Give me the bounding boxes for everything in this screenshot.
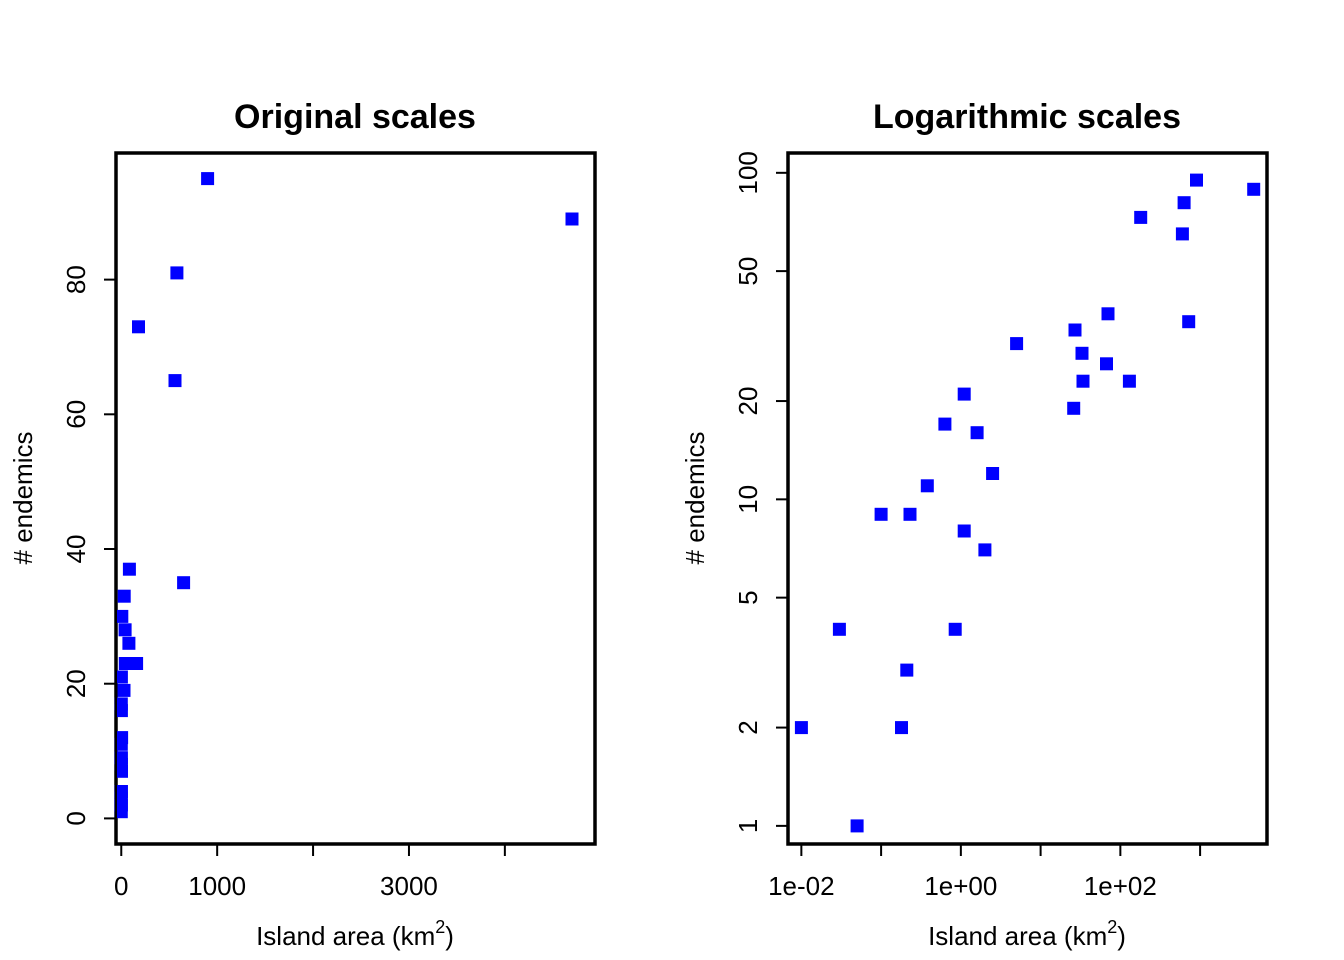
y-axis-title-logarithmic: # endemics [680,432,710,565]
point-original-10 [114,670,128,684]
point-original-24 [168,374,182,388]
point-logarithmic-16 [1068,323,1082,337]
panel-logarithmic: Logarithmic scales 1e-02 1e+00 1e+02 1 2 5 10… [680,98,1269,951]
point-logarithmic-4 [895,721,908,735]
panel-title-original: Original scales [234,98,476,136]
point-original-15 [115,609,129,623]
y-tick-label-original-1: 20 [61,669,91,698]
point-original-27 [201,172,215,186]
x-axis-original: 0 1000 3000 [114,843,506,901]
point-original-25 [170,266,184,280]
x-tick-label-logarithmic-0: 1e-02 [768,871,835,901]
point-original-18 [118,623,132,637]
point-logarithmic-11 [957,524,971,538]
point-logarithmic-17 [1067,401,1081,415]
x-axis-logarithmic: 1e-02 1e+00 1e+02 [768,843,1202,901]
point-logarithmic-3 [874,507,888,521]
y-axis-original: 0 20 40 60 80 [61,265,117,826]
point-original-23 [132,320,145,334]
point-logarithmic-5 [900,663,914,677]
point-original-19 [118,657,132,670]
point-logarithmic-10 [957,387,971,401]
y-tick-label-logarithmic-4: 20 [733,387,763,416]
point-original-28 [565,212,579,226]
x-tick-label-logarithmic-4: 1e+02 [1084,871,1157,901]
point-logarithmic-21 [1101,307,1115,321]
point-original-21 [122,562,136,576]
point-logarithmic-0 [794,721,808,735]
y-tick-label-logarithmic-0: 1 [733,819,763,833]
y-tick-label-logarithmic-1: 2 [733,720,763,734]
y-tick-label-original-3: 60 [61,400,91,429]
point-logarithmic-18 [1075,346,1089,360]
point-logarithmic-1 [832,622,846,636]
point-logarithmic-25 [1177,196,1191,210]
point-logarithmic-15 [1010,337,1024,351]
point-original-14 [115,731,129,745]
point-logarithmic-26 [1182,315,1196,329]
point-logarithmic-24 [1175,227,1189,241]
y-tick-label-original-0: 0 [61,811,91,825]
point-logarithmic-9 [948,622,962,636]
y-axis-title-original: # endemics [8,432,38,565]
point-logarithmic-27 [1190,173,1203,187]
point-logarithmic-23 [1134,210,1148,224]
points-logarithmic [794,173,1261,833]
point-logarithmic-13 [978,543,992,557]
point-logarithmic-14 [986,467,1000,480]
x-tick-label-original-1: 1000 [188,871,246,901]
x-tick-label-original-0: 0 [114,871,128,901]
x-tick-label-original-3: 3000 [380,871,438,901]
points-original [114,172,579,819]
point-original-17 [117,683,131,697]
point-original-9 [114,785,128,798]
point-logarithmic-7 [920,479,934,493]
x-axis-title-logarithmic: Island area (km2) [928,917,1126,951]
point-logarithmic-12 [970,426,984,440]
point-original-12 [114,704,128,718]
x-axis-title-original: Island area (km2) [256,917,454,951]
point-original-22 [130,657,144,670]
point-original-13 [115,764,128,778]
y-tick-label-original-2: 40 [61,535,91,564]
point-original-20 [122,636,136,650]
x-tick-label-logarithmic-2: 1e+00 [924,871,997,901]
point-logarithmic-22 [1122,374,1136,388]
point-logarithmic-19 [1076,374,1090,388]
y-tick-label-original-4: 80 [61,265,91,294]
y-tick-label-logarithmic-6: 100 [733,151,763,194]
point-logarithmic-20 [1100,357,1113,371]
point-original-16 [117,589,131,603]
point-logarithmic-8 [938,417,952,431]
y-tick-label-logarithmic-3: 10 [733,485,763,514]
point-original-26 [177,576,191,590]
panel-title-logarithmic: Logarithmic scales [873,98,1181,136]
point-logarithmic-2 [850,819,864,833]
point-logarithmic-28 [1247,182,1261,196]
y-tick-label-logarithmic-5: 50 [733,257,763,286]
y-tick-label-logarithmic-2: 5 [733,590,763,604]
panel-original: Original scales 0 1000 3000 0 20 40 60 80 Isla… [8,98,597,951]
point-logarithmic-6 [903,507,917,521]
y-axis-logarithmic: 1 2 5 10 20 50 100 [733,151,789,833]
